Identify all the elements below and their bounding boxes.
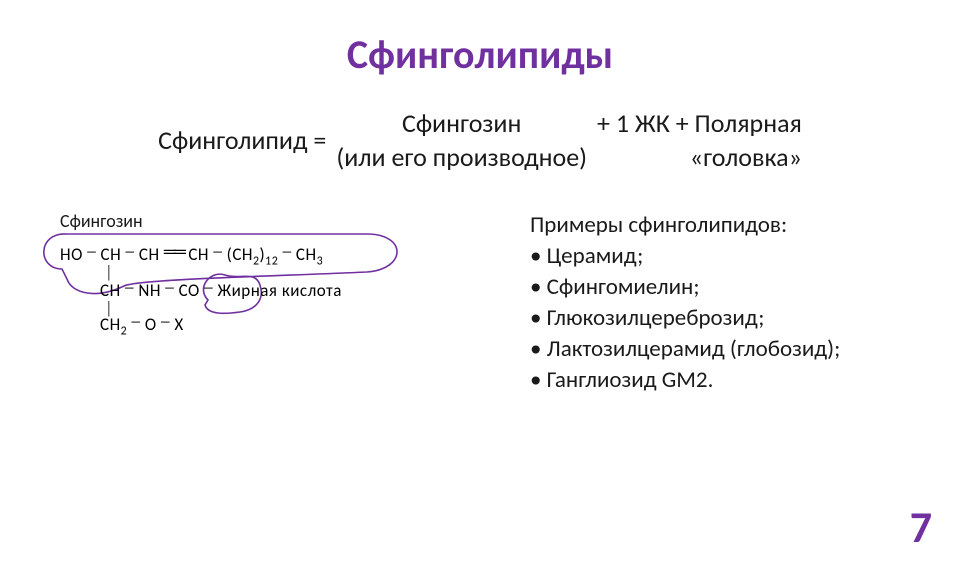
bond: ─ [87, 235, 96, 269]
atom: CH [296, 244, 317, 265]
structure-label: Сфингозин [60, 210, 490, 232]
bond: ─ [125, 271, 134, 305]
equation-rhs: + 1 ЖК + Полярная «головка» [597, 107, 802, 175]
chemical-structure: HO ─ CH ─ CH ══ CH ─ (CH2)12 ─ CH3 │ CH … [60, 238, 490, 344]
page-number: 7 [910, 500, 932, 554]
atom: CO [179, 280, 200, 301]
x-group: X [174, 314, 183, 335]
structure-block: Сфингозин HO ─ CH ─ CH ══ CH ─ (CH2)12 ─… [60, 210, 490, 396]
equation-mid-bottom: (или его производное) [336, 141, 587, 175]
equation-mid-top: Сфингозин [402, 107, 521, 139]
fatty-acid-label: Жирная кислота [217, 280, 341, 301]
atom: NH [138, 280, 161, 301]
subscript: 3 [317, 254, 324, 268]
bond: ─ [126, 235, 135, 269]
atom: O [145, 314, 157, 335]
equation-rhs-top: + 1 ЖК + Полярная [597, 107, 802, 139]
structure-row-3: CH2 ─ O ─ X [60, 308, 490, 344]
list-item: Лактозилцерамид (глобозид); [530, 334, 940, 365]
equation-mid: Сфингозин (или его производное) [336, 107, 587, 175]
list-item: Глюкозилцереброзид; [530, 303, 940, 334]
atom: HO [60, 244, 83, 265]
lower-section: Сфингозин HO ─ CH ─ CH ══ CH ─ (CH2)12 ─… [0, 210, 960, 396]
slide-title: Сфинголипиды [0, 30, 960, 79]
subscript: 12 [265, 254, 278, 268]
atom: (CH [227, 244, 253, 265]
bond: ─ [283, 235, 292, 269]
equation-rhs-bottom: «головка» [690, 141, 802, 173]
bond: ─ [132, 305, 141, 339]
examples-list: Церамид; Сфингомиелин; Глюкозилцеребрози… [530, 241, 940, 396]
subscript: 2 [121, 324, 128, 338]
bond: ─ [161, 305, 170, 339]
examples-block: Примеры сфинголипидов: Церамид; Сфингоми… [490, 210, 940, 396]
list-item: Ганглиозид GM2. [530, 365, 940, 396]
atom: CH [188, 244, 209, 265]
double-bond: ══ [164, 235, 184, 269]
structure-row-1: HO ─ CH ─ CH ══ CH ─ (CH2)12 ─ CH3 │ [60, 238, 490, 274]
vertical-bond: │ [105, 294, 113, 324]
definition-equation: Сфинголипид = Сфингозин (или его произво… [0, 107, 960, 175]
bond: ─ [213, 235, 222, 269]
list-item: Сфингомиелин; [530, 272, 940, 303]
list-item: Церамид; [530, 241, 940, 272]
atom: CH [139, 244, 160, 265]
equation-lhs: Сфинголипид = [158, 124, 326, 158]
structure-row-2: CH ─ NH ─ CO ─ Жирная кислота │ [60, 274, 490, 308]
examples-heading: Примеры сфинголипидов: [530, 210, 940, 241]
bond: ─ [204, 271, 213, 305]
bond: ─ [165, 271, 174, 305]
